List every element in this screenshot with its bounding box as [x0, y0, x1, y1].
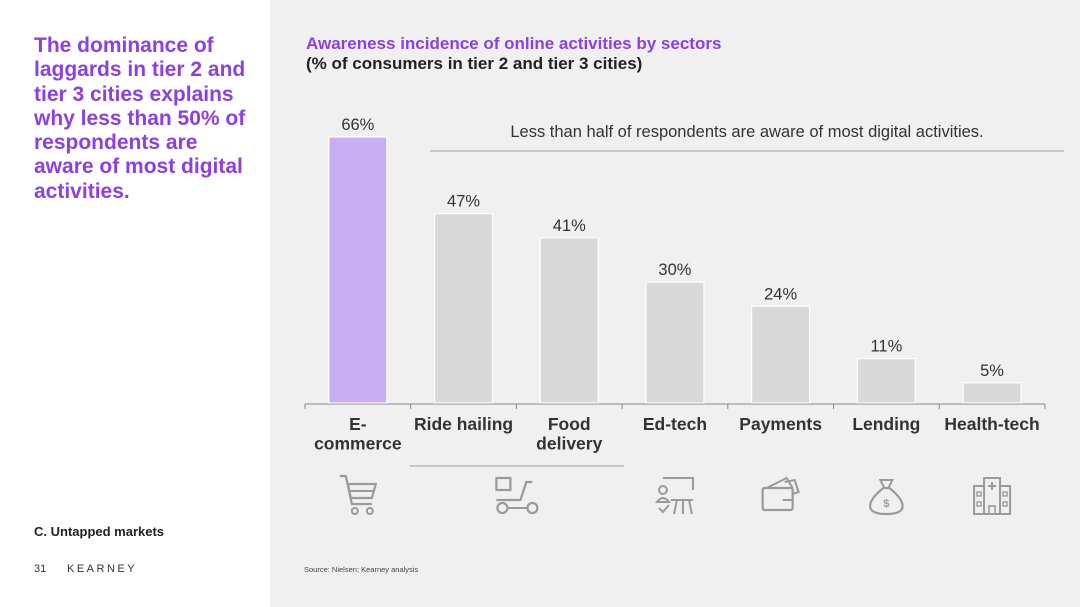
- data-label: 30%: [658, 261, 691, 279]
- bar-payments: [751, 305, 811, 404]
- data-label: 11%: [870, 338, 902, 356]
- scooter-delivery-icon: [495, 476, 539, 515]
- classroom-icon: [654, 477, 694, 515]
- data-label: 66%: [341, 116, 374, 134]
- bar-health-tech: [962, 382, 1022, 404]
- shopping-cart-icon: [339, 474, 378, 515]
- page-number: 31: [34, 563, 47, 575]
- category-label: delivery: [536, 434, 602, 454]
- bar-ed-tech: [645, 281, 705, 404]
- data-label: 41%: [553, 217, 586, 235]
- category-label: commerce: [314, 434, 402, 454]
- section-label: C. Untapped markets: [34, 524, 165, 539]
- data-label: 47%: [447, 193, 480, 211]
- wallet-icon: [761, 476, 800, 512]
- category-label: Ed-tech: [643, 414, 707, 434]
- hospital-icon: [973, 477, 1012, 515]
- bar-lending: [856, 358, 916, 404]
- data-label: 5%: [980, 362, 1004, 380]
- chart-subtitle: (% of consumers in tier 2 and tier 3 cit…: [306, 54, 643, 73]
- headline: The dominance of laggards in tier 2 and …: [34, 34, 246, 203]
- money-bag-icon: $: [869, 479, 904, 516]
- brand-logo: KEARNEY: [67, 563, 138, 575]
- left-panel: [0, 0, 270, 607]
- category-label: Payments: [739, 414, 822, 434]
- svg-text:$: $: [883, 498, 889, 510]
- category-label: Lending: [852, 414, 920, 434]
- category-label: E-: [349, 414, 367, 434]
- bar-e-commerce: [328, 136, 388, 404]
- category-label: Health-tech: [944, 414, 1039, 434]
- chart-annotation: Less than half of respondents are aware …: [510, 123, 983, 141]
- bar-food-delivery: [539, 237, 599, 404]
- bar-ride-hailing: [433, 212, 494, 404]
- chart-title: Awareness incidence of online activities…: [306, 34, 722, 53]
- source-note: Source: Nielsen; Kearney analysis: [304, 565, 419, 574]
- data-label: 24%: [764, 285, 797, 303]
- category-label: Food: [548, 414, 591, 434]
- category-label: Ride hailing: [414, 414, 513, 434]
